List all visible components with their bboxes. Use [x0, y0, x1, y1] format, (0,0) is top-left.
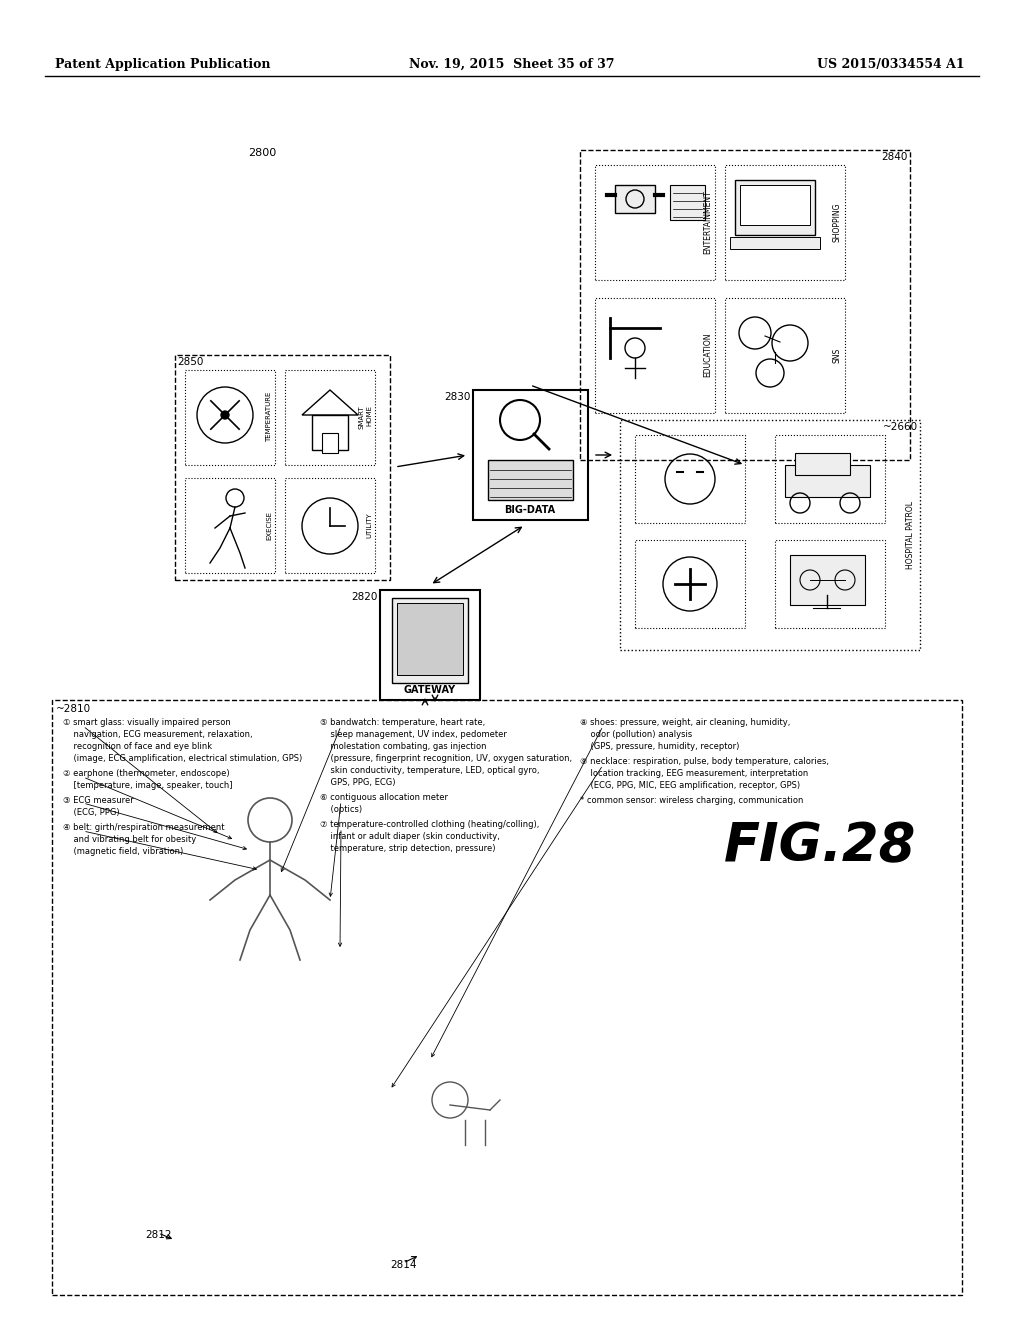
Text: Patent Application Publication: Patent Application Publication	[55, 58, 270, 71]
Text: 2820: 2820	[351, 591, 378, 602]
Text: infant or adult diaper (skin conductivity,: infant or adult diaper (skin conductivit…	[319, 832, 500, 841]
Text: (optics): (optics)	[319, 805, 362, 814]
Bar	[670, 185, 705, 220]
Bar	[580, 150, 910, 459]
Bar	[312, 414, 348, 450]
Text: ③ ECG measurer: ③ ECG measurer	[63, 796, 134, 805]
Bar	[322, 433, 338, 453]
Text: skin conductivity, temperature, LED, optical gyro,: skin conductivity, temperature, LED, opt…	[319, 766, 540, 775]
Bar	[725, 298, 845, 413]
Text: [temperature, image, speaker, touch]: [temperature, image, speaker, touch]	[63, 781, 232, 789]
Bar	[795, 453, 850, 475]
Text: navigation, ECG measurement, relaxation,: navigation, ECG measurement, relaxation,	[63, 730, 253, 739]
Text: ~2810: ~2810	[56, 704, 91, 714]
Bar	[397, 603, 463, 675]
Text: ⑥ contiguous allocation meter: ⑥ contiguous allocation meter	[319, 793, 449, 803]
Text: ENTERTAINMENT: ENTERTAINMENT	[703, 190, 712, 253]
Bar	[740, 185, 810, 224]
Text: GATEWAY: GATEWAY	[403, 685, 456, 696]
Text: ⑨ necklace: respiration, pulse, body temperature, calories,: ⑨ necklace: respiration, pulse, body tem…	[580, 756, 829, 766]
Bar	[392, 598, 468, 682]
Text: ① smart glass: visually impaired person: ① smart glass: visually impaired person	[63, 718, 230, 727]
Text: 2830: 2830	[444, 392, 471, 403]
Text: SNS: SNS	[833, 347, 842, 363]
Text: EXECISE: EXECISE	[266, 511, 272, 540]
Text: 2814: 2814	[390, 1261, 417, 1270]
Text: ⑦ temperature-controlled clothing (heating/colling),: ⑦ temperature-controlled clothing (heati…	[319, 820, 540, 829]
Text: EDUCATION: EDUCATION	[703, 333, 712, 378]
Text: ⑤ bandwatch: temperature, heart rate,: ⑤ bandwatch: temperature, heart rate,	[319, 718, 485, 727]
Bar	[285, 478, 375, 573]
Bar	[635, 540, 745, 628]
Bar	[620, 420, 920, 649]
Bar	[185, 478, 275, 573]
Bar	[175, 355, 390, 579]
Text: 2812: 2812	[145, 1230, 171, 1239]
Text: Nov. 19, 2015  Sheet 35 of 37: Nov. 19, 2015 Sheet 35 of 37	[410, 58, 614, 71]
Text: 2840: 2840	[882, 152, 908, 162]
Text: SHOPPING: SHOPPING	[833, 202, 842, 242]
Bar	[52, 700, 962, 1295]
Bar	[735, 180, 815, 235]
Text: (magnetic field, vibration): (magnetic field, vibration)	[63, 847, 183, 855]
Text: 2850: 2850	[177, 356, 204, 367]
Text: US 2015/0334554 A1: US 2015/0334554 A1	[817, 58, 965, 71]
Text: ④ belt: girth/respiration measurement: ④ belt: girth/respiration measurement	[63, 822, 224, 832]
Text: BIG-DATA: BIG-DATA	[505, 506, 556, 515]
Bar	[595, 165, 715, 280]
Bar	[185, 370, 275, 465]
Text: * common sensor: wireless charging, communication: * common sensor: wireless charging, comm…	[580, 796, 804, 805]
Text: FIG.28: FIG.28	[724, 820, 916, 873]
Text: (GPS, pressure, humidity, receptor): (GPS, pressure, humidity, receptor)	[580, 742, 739, 751]
Text: odor (pollution) analysis: odor (pollution) analysis	[580, 730, 692, 739]
Bar	[790, 554, 865, 605]
Text: and vibrating belt for obesity: and vibrating belt for obesity	[63, 836, 197, 843]
Bar	[775, 436, 885, 523]
Text: (ECG, PPG): (ECG, PPG)	[63, 808, 120, 817]
Text: SMART
HOME: SMART HOME	[359, 405, 372, 429]
Text: (image, ECG amplification, electrical stimulation, GPS): (image, ECG amplification, electrical st…	[63, 754, 302, 763]
Bar	[730, 238, 820, 249]
Text: UTILITY: UTILITY	[366, 512, 372, 537]
Bar	[595, 298, 715, 413]
Text: temperature, strip detection, pressure): temperature, strip detection, pressure)	[319, 843, 496, 853]
Bar	[775, 540, 885, 628]
Text: 2800: 2800	[248, 148, 276, 158]
Bar	[285, 370, 375, 465]
Text: HOSPITAL PATROL: HOSPITAL PATROL	[906, 502, 915, 569]
Text: GPS, PPG, ECG): GPS, PPG, ECG)	[319, 777, 395, 787]
Bar	[380, 590, 480, 700]
Text: TEMPERATURE: TEMPERATURE	[266, 392, 272, 442]
Text: ~2660: ~2660	[883, 422, 918, 432]
Text: ② earphone (thermometer, endoscope): ② earphone (thermometer, endoscope)	[63, 770, 229, 777]
Circle shape	[221, 411, 229, 418]
Text: molestation combating, gas injection: molestation combating, gas injection	[319, 742, 486, 751]
Bar	[473, 389, 588, 520]
Bar	[785, 465, 870, 498]
Bar	[488, 459, 573, 500]
Text: (ECG, PPG, MIC, EEG amplification, receptor, GPS): (ECG, PPG, MIC, EEG amplification, recep…	[580, 781, 800, 789]
Bar	[725, 165, 845, 280]
Text: sleep management, UV index, pedometer: sleep management, UV index, pedometer	[319, 730, 507, 739]
Text: location tracking, EEG measurement, interpretation: location tracking, EEG measurement, inte…	[580, 770, 808, 777]
Bar	[635, 436, 745, 523]
Text: (pressure, fingerprint recognition, UV, oxygen saturation,: (pressure, fingerprint recognition, UV, …	[319, 754, 572, 763]
Text: ⑧ shoes: pressure, weight, air cleaning, humidity,: ⑧ shoes: pressure, weight, air cleaning,…	[580, 718, 791, 727]
Bar	[615, 185, 655, 213]
Text: recognition of face and eye blink: recognition of face and eye blink	[63, 742, 212, 751]
